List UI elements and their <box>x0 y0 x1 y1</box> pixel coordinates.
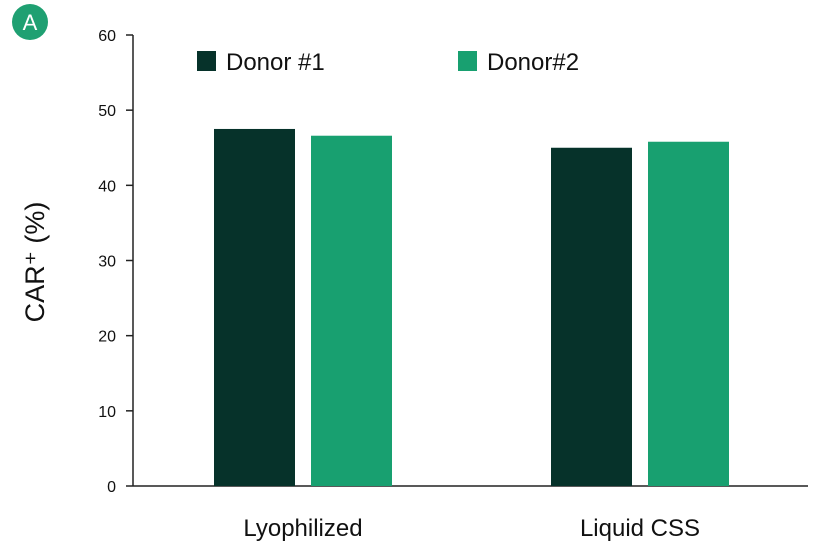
panel-badge-circle <box>12 4 48 40</box>
bar-2-2 <box>648 141 729 486</box>
y-tick-label: 20 <box>98 329 116 346</box>
bar-1-1 <box>214 128 295 487</box>
bar-2-1 <box>311 135 392 486</box>
x-category-label: Liquid CSS <box>580 515 700 542</box>
legend-label: Donor#2 <box>487 49 579 76</box>
panel-label: A <box>23 10 38 35</box>
legend-swatch <box>197 51 216 71</box>
x-axis: Lyophilized Liquid CSS <box>133 485 808 542</box>
legend-swatch <box>458 51 477 71</box>
legend: Donor #1 Donor#2 <box>197 49 579 76</box>
bar-1-2 <box>551 147 632 486</box>
x-category-label: Lyophilized <box>243 515 362 542</box>
y-tick-label: 0 <box>107 479 116 496</box>
panel-badge: A <box>12 4 48 40</box>
legend-label: Donor #1 <box>226 49 325 76</box>
y-tick-label: 50 <box>98 103 116 120</box>
y-tick-label: 10 <box>98 404 116 421</box>
y-tick-label: 30 <box>98 254 116 271</box>
y-axis-title: CAR⁺ (%) <box>20 202 50 323</box>
bars <box>214 128 729 487</box>
y-axis: 0 10 20 30 40 50 60 <box>98 28 134 496</box>
y-tick-label: 40 <box>98 178 116 195</box>
y-tick-label: 60 <box>98 28 116 45</box>
